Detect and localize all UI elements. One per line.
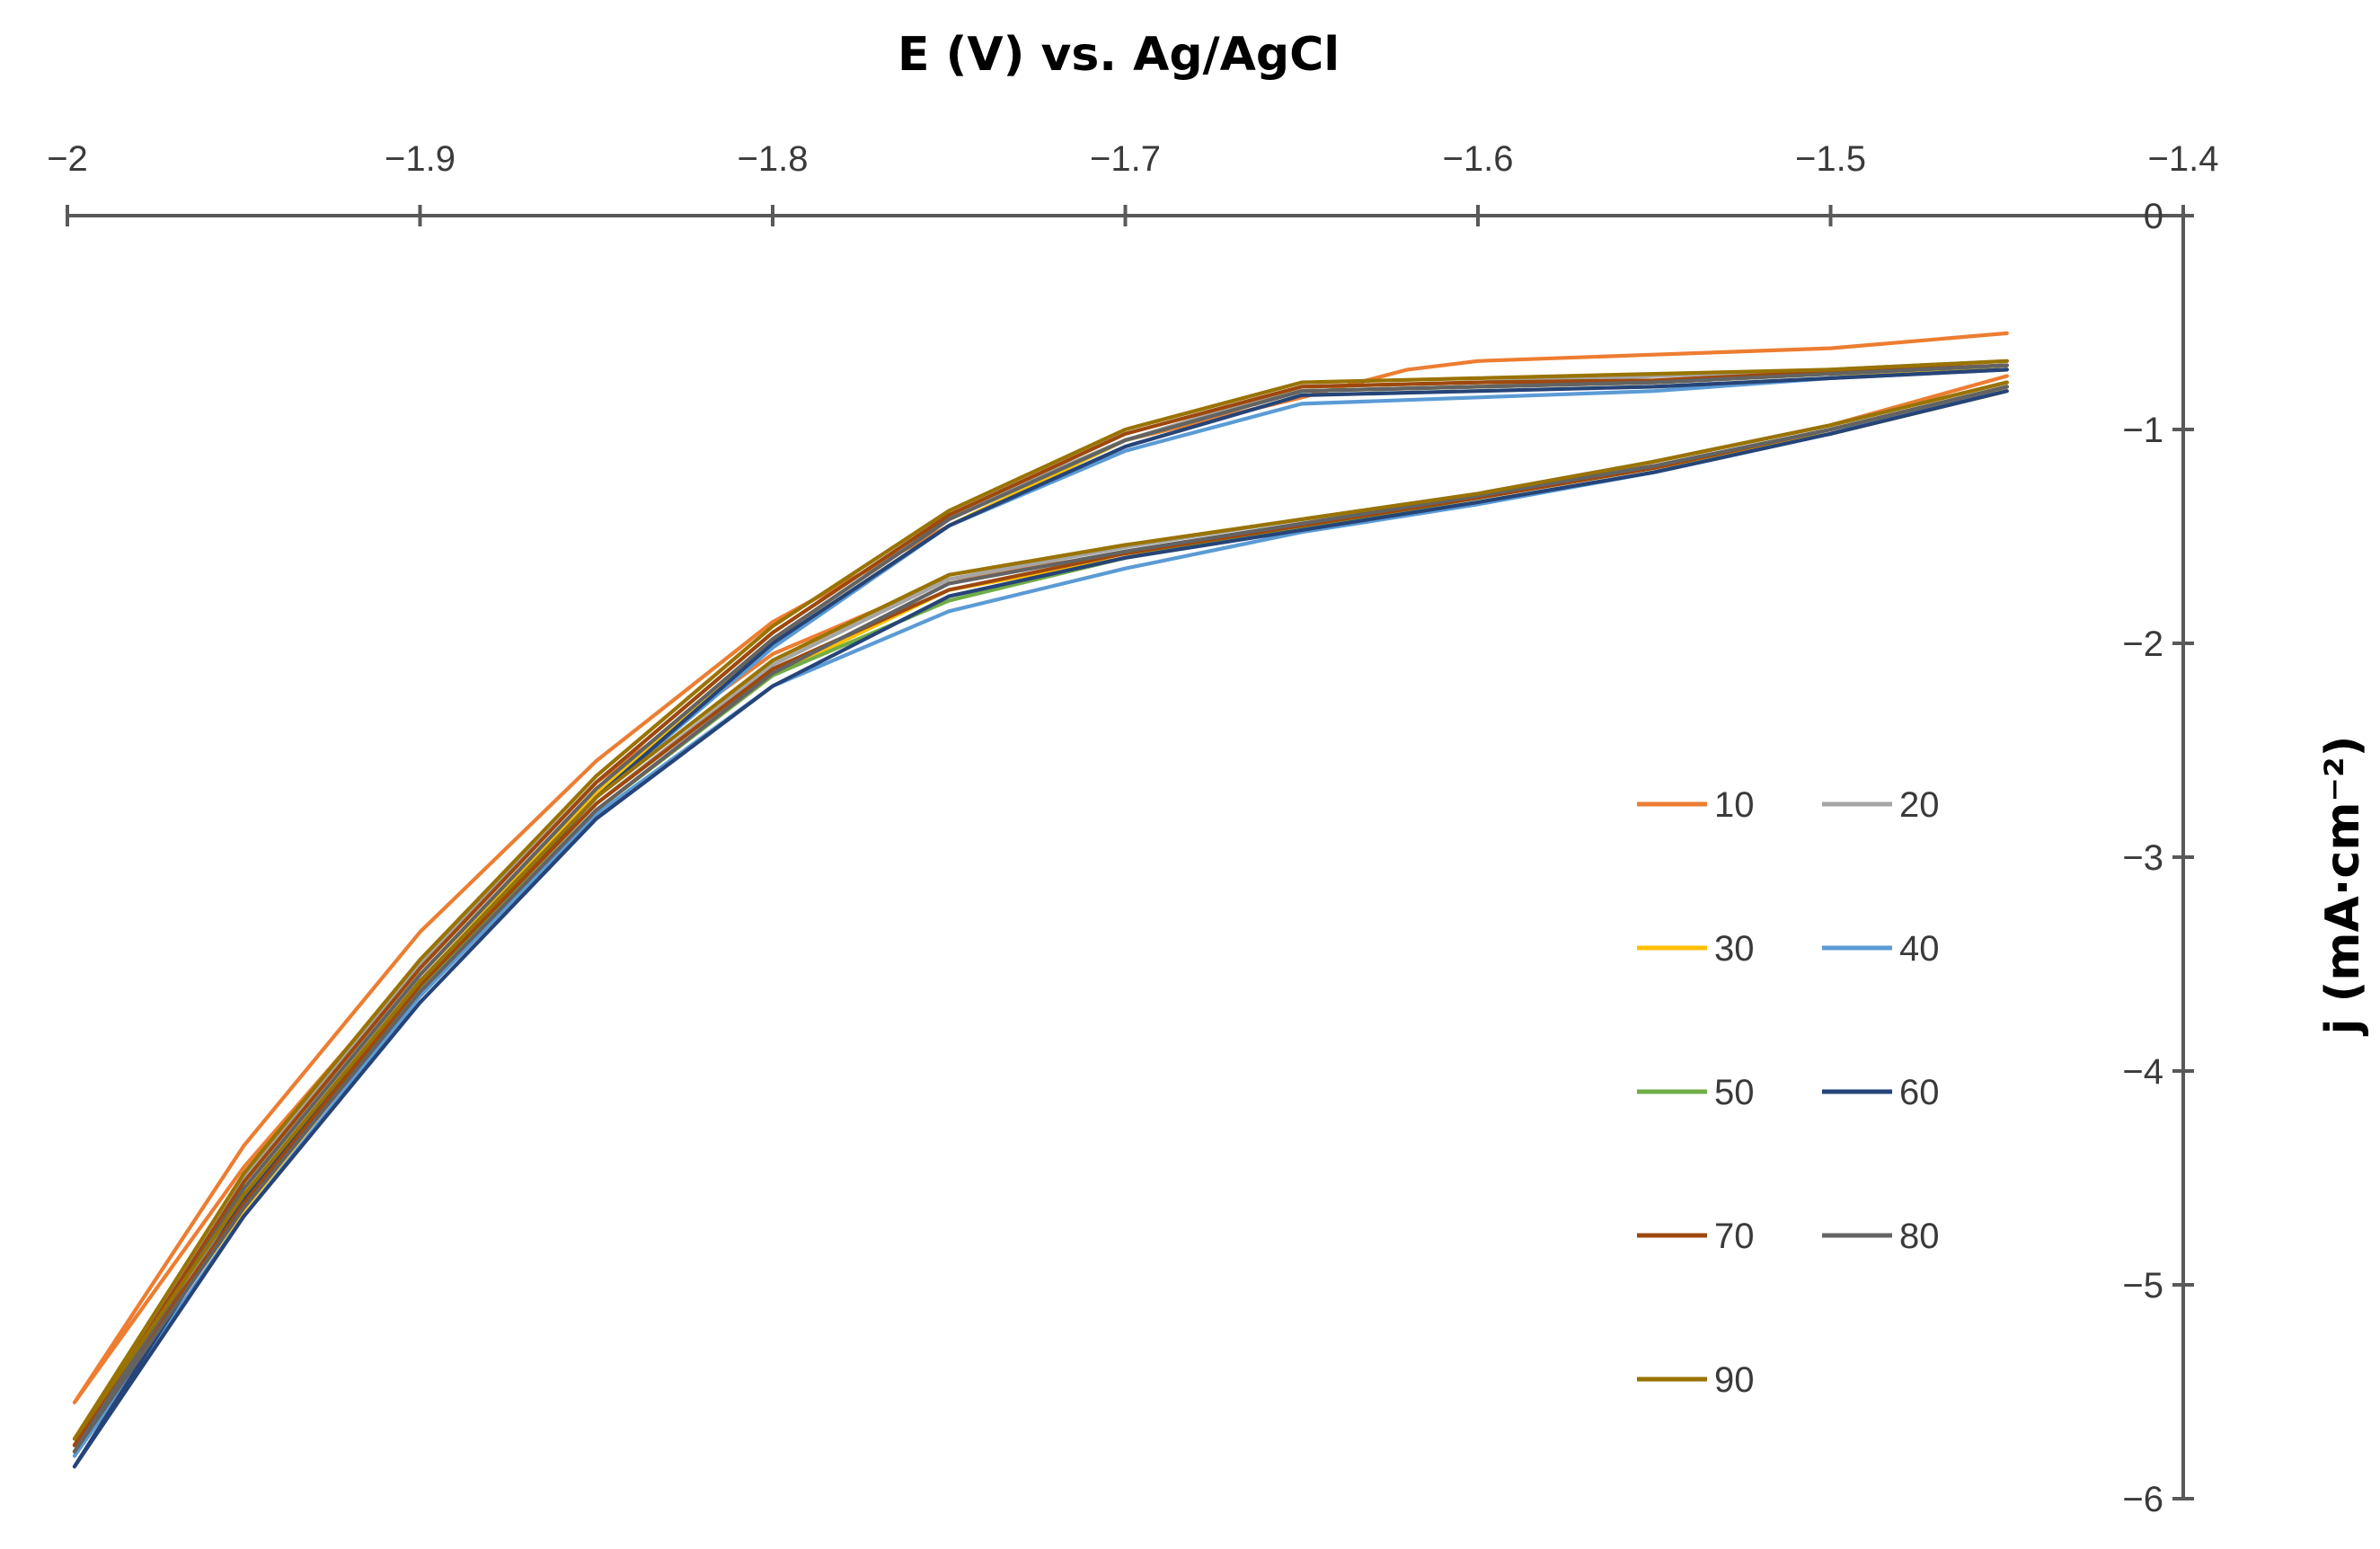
y-tick-label: 0 <box>2144 197 2163 236</box>
x-tick-label: −1.4 <box>2148 139 2219 179</box>
y-tick-label: −4 <box>2122 1052 2163 1092</box>
x-axis-title: E (V) vs. Ag/AgCl <box>898 28 1340 82</box>
y-tick-label: −6 <box>2122 1480 2163 1519</box>
x-tick-label: −1.6 <box>1443 139 1514 179</box>
legend-label: 60 <box>1899 1073 1940 1112</box>
x-tick-label: −1.7 <box>1090 139 1161 179</box>
x-tick-label: −1.8 <box>738 139 809 179</box>
legend-label: 80 <box>1899 1217 1940 1256</box>
y-axis: 0 −1 −2 −3 −4 −5 −6 <box>2122 197 2194 1519</box>
series-line-20 <box>72 358 2009 1447</box>
legend-label: 20 <box>1899 785 1940 825</box>
y-tick-label: −2 <box>2122 624 2163 664</box>
legend: 10 20 30 40 50 60 70 80 90 <box>1637 785 1940 1400</box>
series-line-60 <box>72 367 2009 1469</box>
series-line-30 <box>72 367 2009 1447</box>
series-line-90 <box>72 358 2009 1441</box>
legend-label: 70 <box>1714 1217 1755 1256</box>
legend-label: 10 <box>1714 785 1755 825</box>
legend-label: 30 <box>1714 929 1755 969</box>
x-axis: −2 −1.9 −1.8 −1.7 −1.6 −1.5 −1.4 <box>47 139 2218 226</box>
series-line-70 <box>72 363 2009 1447</box>
x-tick-label: −1.9 <box>385 139 456 179</box>
series-line-50 <box>72 363 2009 1454</box>
legend-label: 90 <box>1714 1360 1755 1400</box>
x-tick-label: −2 <box>47 139 88 179</box>
y-tick-label: −3 <box>2122 838 2163 878</box>
plot-area <box>72 331 2009 1469</box>
y-axis-title: j (mA·cm⁻²) <box>2316 736 2370 1037</box>
x-tick-label: −1.5 <box>1795 139 1866 179</box>
y-tick-label: −5 <box>2122 1266 2163 1306</box>
y-tick-label: −1 <box>2122 411 2163 450</box>
series-line-40 <box>72 367 2009 1458</box>
series-line-80 <box>72 363 2009 1454</box>
legend-label: 40 <box>1899 929 1940 969</box>
legend-label: 50 <box>1714 1073 1755 1112</box>
